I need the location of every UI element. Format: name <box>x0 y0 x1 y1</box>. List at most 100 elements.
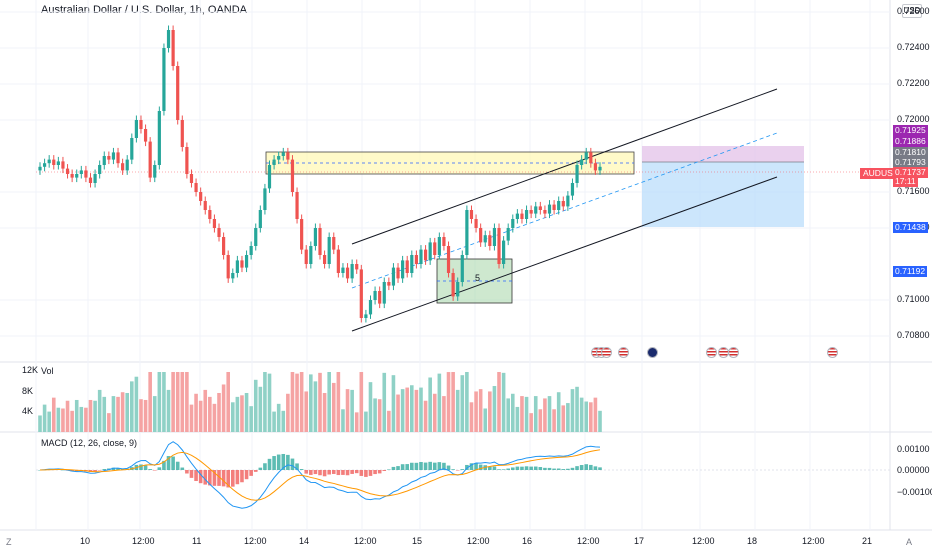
macd-histogram-bar <box>478 464 483 470</box>
au-flag-icon[interactable] <box>647 347 658 358</box>
macd-histogram-bar <box>455 470 460 471</box>
macd-histogram-bar <box>258 467 263 470</box>
candle-body <box>405 260 409 273</box>
candle-body <box>373 291 377 300</box>
macd-histogram-bar <box>598 467 602 470</box>
macd-histogram-bar <box>515 466 520 470</box>
volume-bar <box>65 400 70 432</box>
time-label: 15 <box>412 536 423 546</box>
macd-histogram-bar <box>327 470 331 475</box>
macd-histogram-bar <box>203 470 208 485</box>
candle-body <box>111 152 116 160</box>
macd-histogram-bar <box>143 465 148 470</box>
volume-bar <box>61 408 65 432</box>
candle-body <box>162 48 166 111</box>
candle-body <box>277 156 281 160</box>
time-label: 21 <box>862 536 873 546</box>
candle-body <box>584 152 588 160</box>
price-tag: 0.71793 <box>893 157 928 168</box>
volume-bar <box>419 387 423 432</box>
candle-body <box>534 206 538 214</box>
macd-histogram-bar <box>299 469 304 470</box>
volume-bar <box>570 389 575 432</box>
volume-bar <box>465 372 469 432</box>
macd-histogram-bar <box>405 464 410 470</box>
us-flag-icon[interactable] <box>728 347 739 358</box>
volume-bar <box>290 372 295 432</box>
macd-histogram-bar <box>474 463 478 470</box>
candle-body <box>598 166 602 171</box>
volume-label[interactable]: Vol <box>41 366 54 376</box>
macd-histogram-bar <box>175 461 180 470</box>
candle-body <box>139 120 143 129</box>
macd-histogram-bar <box>111 467 116 470</box>
candle-body <box>88 177 93 183</box>
volume-bar <box>189 404 194 432</box>
candle-body <box>465 210 469 255</box>
candle-body <box>42 163 47 167</box>
macd-histogram-bar <box>561 469 566 470</box>
macd-histogram-bar <box>510 467 515 470</box>
macd-histogram-bar <box>240 470 244 483</box>
volume-bar <box>70 410 74 432</box>
time-label: 12:00 <box>692 536 715 546</box>
candle-body <box>249 246 253 255</box>
price-tick-label: 0.72400 <box>897 42 930 52</box>
candle-body <box>102 156 106 165</box>
volume-bar <box>446 372 451 432</box>
us-flag-icon[interactable] <box>827 347 838 358</box>
volume-bar <box>543 398 547 432</box>
volume-bar <box>162 372 166 432</box>
candle-body <box>107 156 111 160</box>
candle-body <box>130 138 134 160</box>
volume-bar <box>455 389 460 432</box>
price-tick-label: 0.72200 <box>897 78 930 88</box>
macd-tick-label: 0.00000 <box>897 465 930 475</box>
candle-body <box>497 228 501 264</box>
candle-body <box>38 166 42 171</box>
macd-label[interactable]: MACD (12, 26, close, 9) <box>41 438 138 448</box>
candle-body <box>290 159 295 192</box>
macd-histogram-bar <box>226 470 230 488</box>
us-flag-icon[interactable] <box>601 347 612 358</box>
macd-histogram-bar <box>345 470 350 476</box>
candle-body <box>451 273 455 297</box>
macd-histogram-bar <box>249 470 253 476</box>
auto-scale-button[interactable]: A <box>906 537 913 547</box>
volume-bar <box>249 406 253 432</box>
volume-bar <box>552 409 556 432</box>
volume-bar <box>175 372 180 432</box>
macd-histogram-bar <box>414 462 419 470</box>
range-box-label: 5 <box>475 273 480 283</box>
macd-histogram-bar <box>419 461 423 470</box>
us-flag-icon[interactable] <box>706 347 717 358</box>
candle-body <box>304 249 308 264</box>
zoom-corner-button[interactable]: Z <box>6 537 12 547</box>
candle-body <box>185 147 189 174</box>
time-label: 12:00 <box>132 536 155 546</box>
volume-bar <box>139 399 143 432</box>
macd-histogram-bar <box>304 470 309 474</box>
macd-histogram-bar <box>61 469 65 471</box>
currency-button[interactable]: USD <box>902 4 922 18</box>
macd-histogram-bar <box>524 466 529 470</box>
volume-bar <box>474 391 478 432</box>
volume-bar <box>111 396 116 432</box>
volume-bar <box>359 372 364 432</box>
macd-histogram-bar <box>368 470 373 476</box>
macd-histogram-bar <box>377 470 382 474</box>
volume-bar <box>295 373 299 432</box>
macd-line <box>39 441 601 509</box>
candle-body <box>286 152 290 160</box>
volume-bar <box>226 372 230 432</box>
us-flag-icon[interactable] <box>618 347 629 358</box>
candle-body <box>56 161 60 165</box>
time-label: 11 <box>192 536 202 546</box>
macd-histogram-bar <box>575 466 579 470</box>
volume-bar <box>116 396 120 432</box>
price-tag: 0.71438 <box>893 222 928 233</box>
candle-body <box>235 260 239 273</box>
volume-bar <box>492 386 497 432</box>
time-label: 14 <box>299 536 310 546</box>
